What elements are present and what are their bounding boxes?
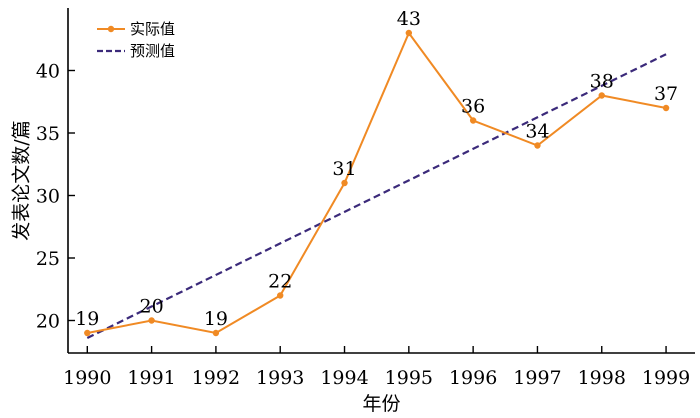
x-tick-label: 1993 bbox=[256, 367, 304, 389]
actual-series-line bbox=[87, 30, 667, 335]
data-labels: 19 20 19 22 31 43 36 34 38 37 bbox=[75, 8, 678, 330]
x-tick-label: 1994 bbox=[320, 367, 368, 389]
data-label: 22 bbox=[268, 271, 292, 293]
legend-label-actual: 实际值 bbox=[130, 20, 175, 38]
actual-series-point bbox=[405, 29, 413, 37]
actual-series-point bbox=[534, 142, 541, 149]
data-label: 31 bbox=[332, 158, 356, 180]
actual-series-point bbox=[277, 292, 284, 299]
x-tick-label: 1992 bbox=[192, 367, 240, 389]
y-tick-label: 30 bbox=[36, 186, 60, 208]
x-tick-label: 1991 bbox=[127, 367, 175, 389]
x-tick-label: 1998 bbox=[578, 367, 626, 389]
y-tick-label: 40 bbox=[36, 61, 60, 83]
data-label: 38 bbox=[590, 71, 614, 93]
ticks: 1990 1991 1992 1993 1994 1995 1996 1997 1998 1999… bbox=[36, 61, 690, 390]
x-axis-title: 年份 bbox=[362, 393, 400, 415]
data-label: 43 bbox=[397, 8, 421, 30]
actual-series-point bbox=[148, 317, 155, 324]
data-label: 19 bbox=[204, 308, 228, 330]
x-tick-label: 1997 bbox=[513, 367, 561, 389]
data-label: 20 bbox=[140, 296, 164, 318]
y-tick-label: 25 bbox=[36, 248, 60, 270]
data-label: 37 bbox=[654, 83, 678, 105]
data-label: 34 bbox=[525, 121, 549, 143]
actual-series-point bbox=[212, 329, 220, 337]
actual-series-point bbox=[662, 104, 670, 112]
series bbox=[84, 29, 670, 339]
actual-series-point bbox=[84, 329, 91, 337]
y-axis-title: 发表论文数/篇 bbox=[11, 120, 33, 240]
actual-series-point bbox=[598, 92, 605, 99]
axes bbox=[67, 8, 695, 354]
legend-marker-actual bbox=[107, 25, 115, 33]
data-label: 36 bbox=[461, 96, 485, 118]
x-tick-label: 1995 bbox=[385, 367, 433, 389]
actual-series-point bbox=[341, 179, 348, 187]
actual-series-point bbox=[469, 117, 477, 124]
data-label: 19 bbox=[75, 308, 99, 330]
x-tick-label: 1999 bbox=[642, 367, 690, 389]
legend-label-predicted: 预测值 bbox=[130, 42, 175, 60]
y-tick-label: 35 bbox=[36, 123, 60, 145]
predicted-series-line bbox=[86, 53, 667, 339]
x-tick-label: 1990 bbox=[63, 367, 111, 389]
legend: 实际值 预测值 bbox=[97, 20, 175, 60]
y-tick-label: 20 bbox=[36, 311, 60, 333]
x-tick-label: 1996 bbox=[449, 367, 497, 389]
